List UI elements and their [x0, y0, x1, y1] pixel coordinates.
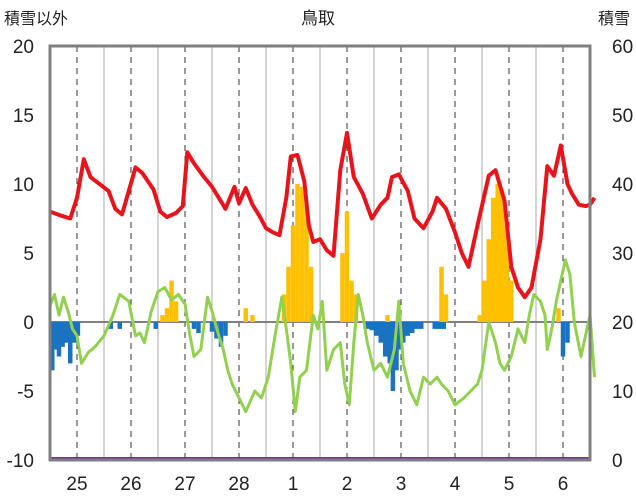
blue-bar	[441, 322, 446, 329]
blue-bar	[414, 322, 419, 329]
left-tick-label: -10	[7, 451, 34, 472]
blue-bar	[365, 322, 370, 329]
snow-depth-bar	[504, 225, 509, 322]
right-tick-label: 30	[612, 244, 633, 265]
blue-bar	[223, 322, 228, 336]
snow-depth-bar	[164, 308, 170, 322]
left-axis-title: 積雪以外	[4, 10, 68, 28]
snow-depth-bar	[477, 315, 482, 322]
x-tick-label: 5	[504, 474, 515, 495]
blue-bar	[53, 322, 58, 350]
left-tick-label: 0	[23, 313, 34, 334]
right-tick-label: 50	[612, 106, 633, 127]
x-tick-label: 25	[66, 474, 87, 495]
blue-bar	[153, 322, 158, 329]
snow-depth-bar	[295, 184, 300, 322]
snow-depth-bar	[482, 280, 487, 322]
snow-depth-bar	[443, 294, 449, 322]
snow-depth-bar	[495, 184, 500, 322]
red-series-line	[49, 130, 597, 300]
snow-depth-bar	[349, 280, 354, 322]
blue-bar	[209, 322, 215, 332]
right-tick-label: 10	[612, 382, 633, 403]
x-tick-label: 26	[120, 474, 141, 495]
x-tick-labels: 25 26 27 28 1 2 3 4 5 6	[66, 474, 568, 495]
snow-depth-bar	[243, 308, 248, 322]
snow-depth-bar	[486, 239, 491, 322]
snow-depth-bar	[304, 204, 309, 322]
snow-depth-bar	[439, 266, 444, 322]
blue-bar	[394, 322, 399, 371]
blue-bar	[387, 322, 392, 364]
left-tick-label: 15	[13, 106, 34, 127]
x-tick-label: 28	[228, 474, 249, 495]
blue-bar	[191, 322, 197, 329]
x-tick-label: 4	[450, 474, 461, 495]
blue-bar	[383, 322, 388, 357]
blue-bar	[560, 322, 566, 357]
left-tick-label: 20	[13, 37, 34, 58]
blue-bar	[437, 322, 442, 329]
blue-bar	[63, 322, 68, 343]
right-tick-label: 20	[612, 313, 633, 334]
right-tick-label: 0	[612, 451, 623, 472]
blue-bar	[68, 322, 73, 364]
blue-bar	[565, 322, 570, 343]
snow-depth-bar	[344, 211, 350, 322]
snow-depth-bar	[340, 253, 345, 322]
blue-bar	[432, 322, 437, 329]
snow-depth-bar	[250, 315, 255, 322]
left-tick-label: 5	[23, 244, 34, 265]
blue-bar	[75, 322, 81, 336]
snow-depth-bar	[290, 225, 296, 322]
green-series-line	[48, 258, 596, 414]
right-tick-label: 60	[612, 37, 633, 58]
snow-depth-bar	[500, 190, 505, 322]
chart-title: 鳥取	[301, 9, 335, 28]
blue-bar	[374, 322, 379, 336]
blue-bar	[405, 322, 410, 336]
left-tick-labels: 20 15 10 5 0 -5 -10	[7, 37, 34, 472]
blue-bar	[117, 322, 122, 329]
blue-bar	[410, 322, 415, 334]
x-tick-label: 2	[342, 474, 353, 495]
blue-bar	[60, 322, 65, 347]
snow-depth-bar	[308, 266, 314, 322]
blue-bar	[369, 322, 374, 331]
snow-depth-bar	[509, 280, 514, 322]
snow-depth-bar	[173, 301, 179, 322]
left-tick-label: 10	[13, 175, 34, 196]
blue-bar	[56, 322, 62, 357]
blue-bar	[50, 322, 55, 371]
x-tick-label: 3	[396, 474, 407, 495]
blue-bar	[218, 322, 224, 347]
x-tick-label: 6	[558, 474, 569, 495]
x-tick-label: 27	[174, 474, 195, 495]
blue-bar	[108, 322, 113, 329]
right-tick-label: 40	[612, 175, 633, 196]
snow-depth-bar	[286, 266, 291, 322]
right-tick-labels: 60 50 40 30 20 10 0	[612, 37, 633, 472]
left-tick-label: -5	[17, 382, 34, 403]
x-tick-label: 1	[288, 474, 299, 495]
snow-depth-bar	[491, 197, 496, 322]
right-axis-title: 積雪	[598, 10, 630, 28]
snow-depth-bar	[299, 186, 305, 322]
blue-bar	[378, 322, 383, 343]
plot-frame	[48, 44, 592, 462]
snow-depth-bar	[556, 308, 561, 322]
blue-bar	[401, 322, 406, 343]
snow-depth-bar	[385, 315, 390, 322]
blue-bar	[419, 322, 424, 329]
blue-bar	[196, 322, 201, 334]
snow-depth-bar	[160, 315, 165, 322]
